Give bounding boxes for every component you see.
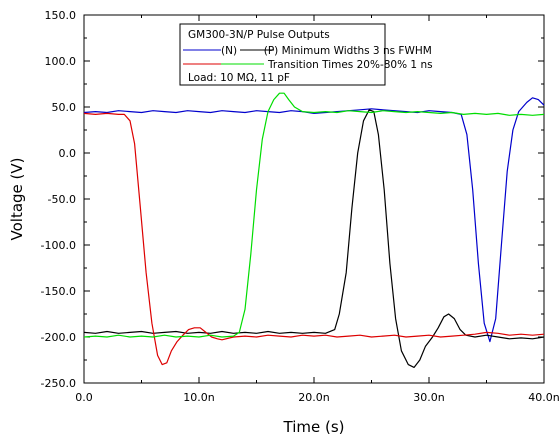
series-rise xyxy=(83,112,545,366)
y-tick-label: -200.0 xyxy=(41,331,76,344)
legend: GM300-3N/P Pulse Outputs (N) (P) Minimum… xyxy=(179,23,433,86)
y-tick-label: -50.0 xyxy=(48,193,76,206)
x-tick-label: 0.0 xyxy=(75,391,93,404)
y-tick-label: 0.0 xyxy=(59,147,77,160)
x-axis: 0.0 10.0n 20.0n 30.0n 40.0n xyxy=(75,15,559,404)
series-p-pulse xyxy=(83,109,545,368)
legend-entry-transitions: Transition Times 20%-80% 1 ns xyxy=(267,59,433,71)
y-axis: 150.0 100.0 50.0 0.0 -50.0 -100.0 -150.0 -200.0… xyxy=(41,9,544,390)
legend-title: GM300-3N/P Pulse Outputs xyxy=(188,29,330,41)
series-layer xyxy=(83,92,545,368)
x-tick-label: 30.0n xyxy=(413,391,444,404)
series-n-pulse xyxy=(83,97,545,343)
series-fall xyxy=(83,92,545,338)
y-tick-label: -100.0 xyxy=(41,239,76,252)
legend-box xyxy=(179,23,386,86)
x-tick-label: 20.0n xyxy=(298,391,329,404)
legend-entry-widths: (N) (P) Minimum Widths 3 ns FWHM xyxy=(221,45,432,57)
y-tick-label: 100.0 xyxy=(45,55,77,68)
y-tick-label: 150.0 xyxy=(45,9,77,22)
x-tick-label: 10.0n xyxy=(183,391,214,404)
y-tick-label: 50.0 xyxy=(52,101,77,114)
y-tick-label: -250.0 xyxy=(41,377,76,390)
x-tick-label: 40.0n xyxy=(528,391,559,404)
y-tick-label: -150.0 xyxy=(41,285,76,298)
legend-load: Load: 10 MΩ, 11 pF xyxy=(188,72,290,84)
x-axis-title: Time (s) xyxy=(283,418,345,436)
y-axis-title: Voltage (V) xyxy=(8,158,26,241)
